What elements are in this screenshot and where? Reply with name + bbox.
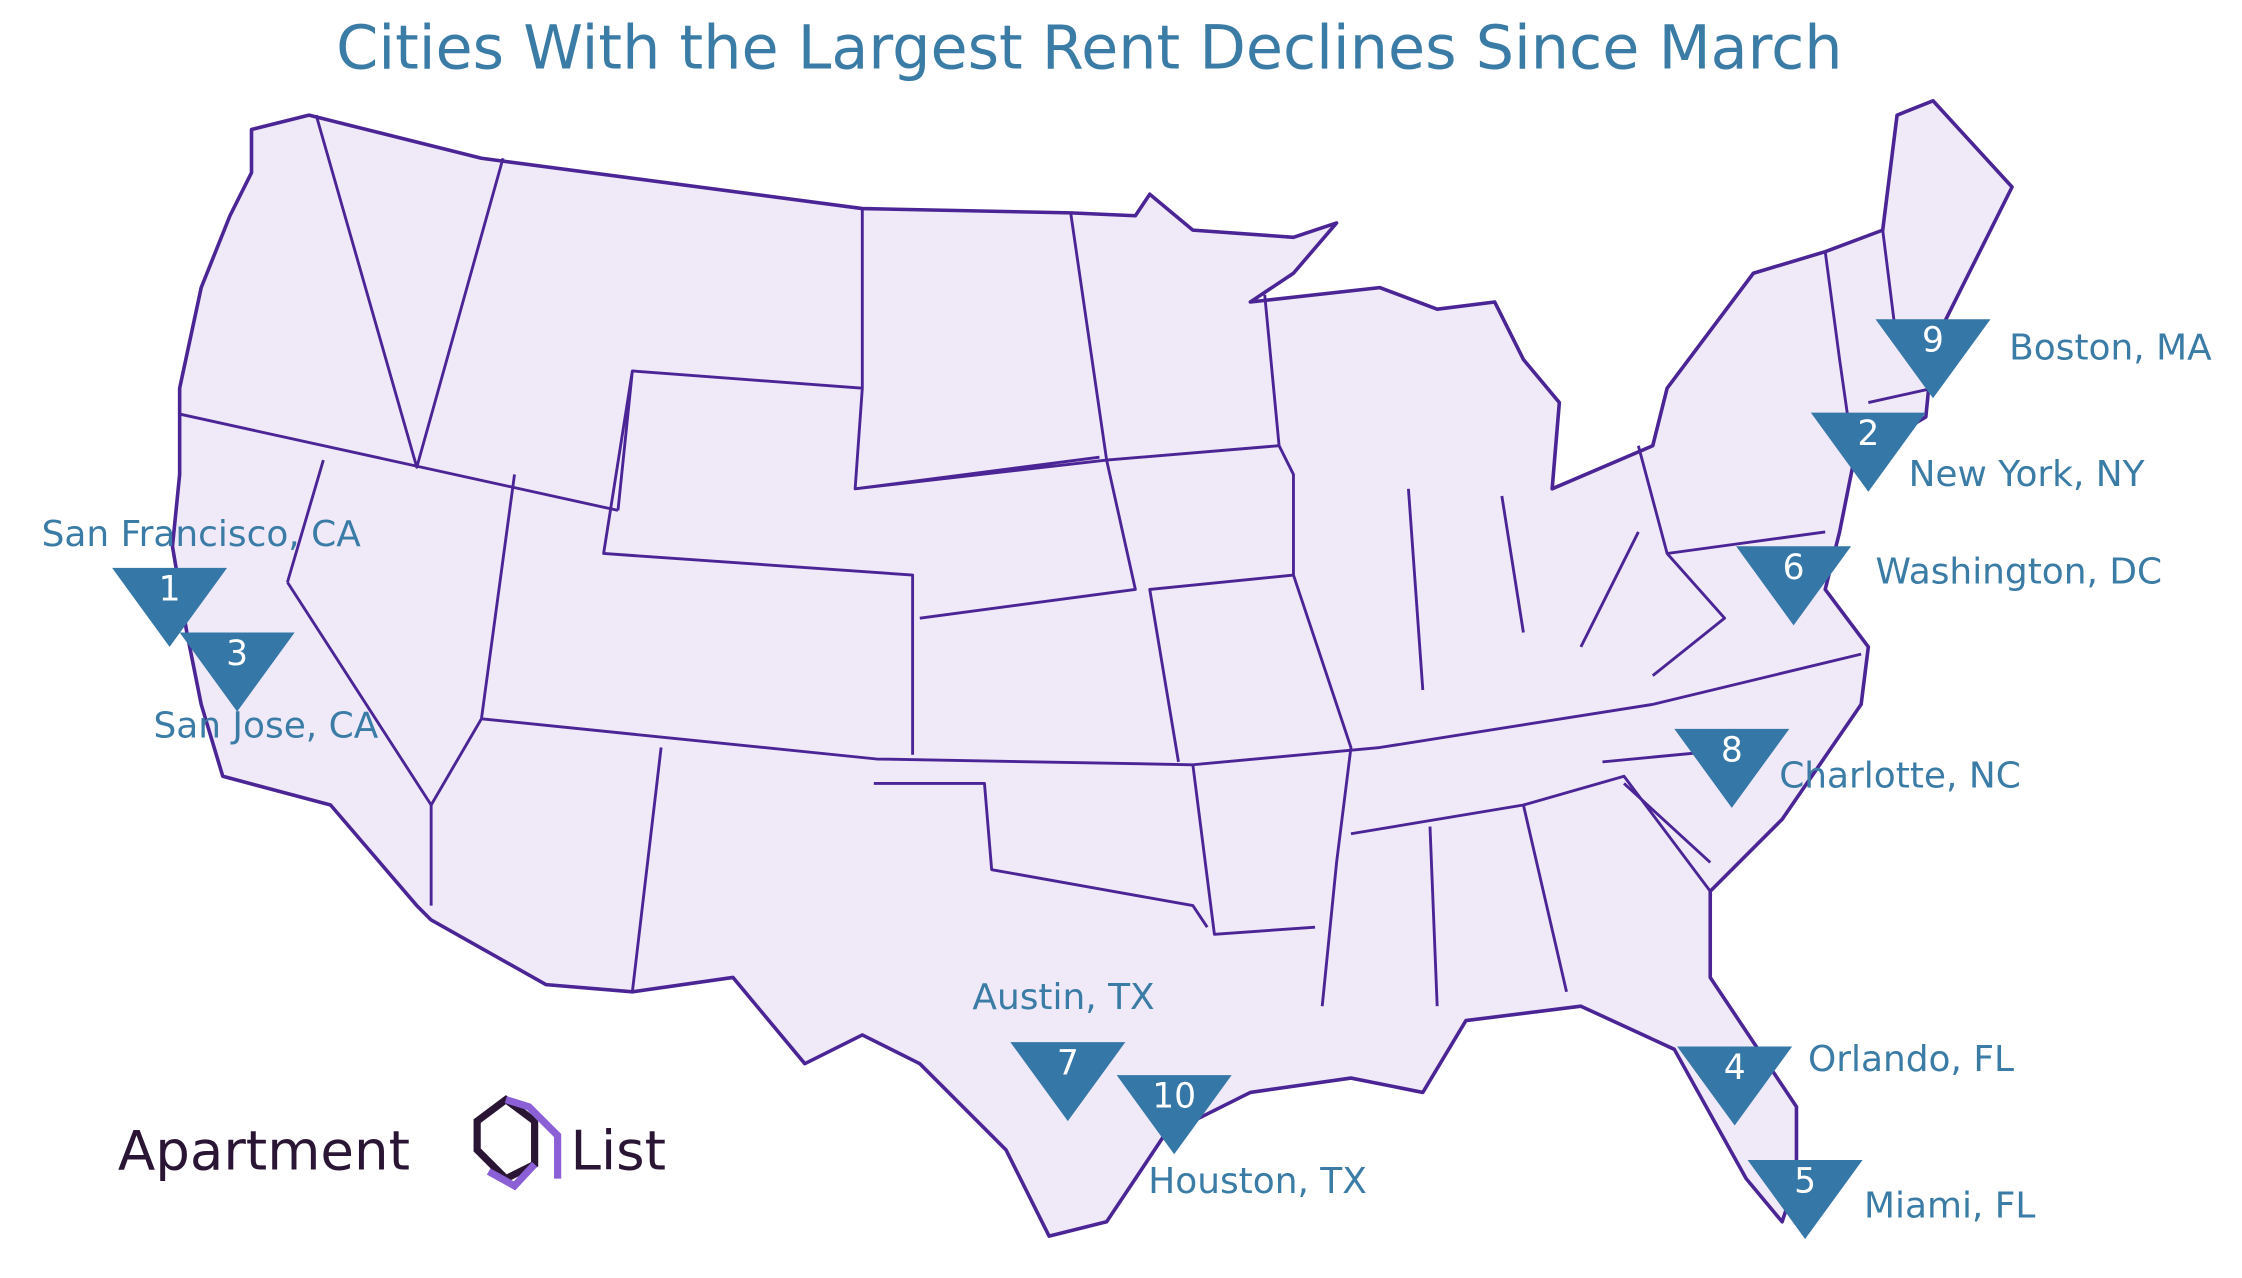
logo-text: Apartment <box>118 1118 410 1182</box>
marker-rank: 6 <box>1783 548 1805 588</box>
logo-icon-accent <box>486 1096 562 1191</box>
marker-rank: 7 <box>1057 1044 1079 1084</box>
city-label: Orlando, FL <box>1808 1039 2014 1080</box>
title: Cities With the Largest Rent Declines Si… <box>336 14 1842 84</box>
marker <box>1747 1159 1863 1240</box>
logo: Apartment List <box>118 1095 666 1191</box>
marker-rank: 10 <box>1152 1077 1196 1117</box>
city-label: Miami, FL <box>1864 1185 2035 1226</box>
marker-rank: 5 <box>1794 1161 1816 1201</box>
city-label: New York, NY <box>1909 454 2145 495</box>
marker-rank: 8 <box>1721 730 1743 770</box>
marker-rank: 9 <box>1922 321 1944 361</box>
city-label: Austin, TX <box>972 977 1154 1018</box>
city-label: Charlotte, NC <box>1779 756 2021 797</box>
marker <box>179 632 295 712</box>
marker <box>1010 1042 1126 1122</box>
marker-rank: 1 <box>159 569 181 609</box>
markers: 1 San Francisco, CA 2 New York, NY 3 San Jose… <box>42 319 2212 1240</box>
marker <box>1875 319 1991 399</box>
city-label: San Jose, CA <box>153 705 378 746</box>
city-label: Boston, MA <box>2009 327 2212 368</box>
marker <box>1810 412 1926 492</box>
marker <box>1674 728 1790 808</box>
marker <box>1116 1075 1232 1155</box>
logo-text: List <box>571 1118 666 1182</box>
marker <box>1677 1046 1793 1126</box>
marker-rank: 2 <box>1857 414 1879 454</box>
marker <box>112 567 228 647</box>
city-label: Houston, TX <box>1148 1161 1367 1202</box>
city-label: San Francisco, CA <box>42 514 362 555</box>
marker <box>1736 546 1852 626</box>
marker-rank: 4 <box>1724 1048 1746 1088</box>
marker-rank: 3 <box>226 634 248 674</box>
city-label: Washington, DC <box>1876 552 2163 593</box>
state-borders <box>179 114 1934 1007</box>
